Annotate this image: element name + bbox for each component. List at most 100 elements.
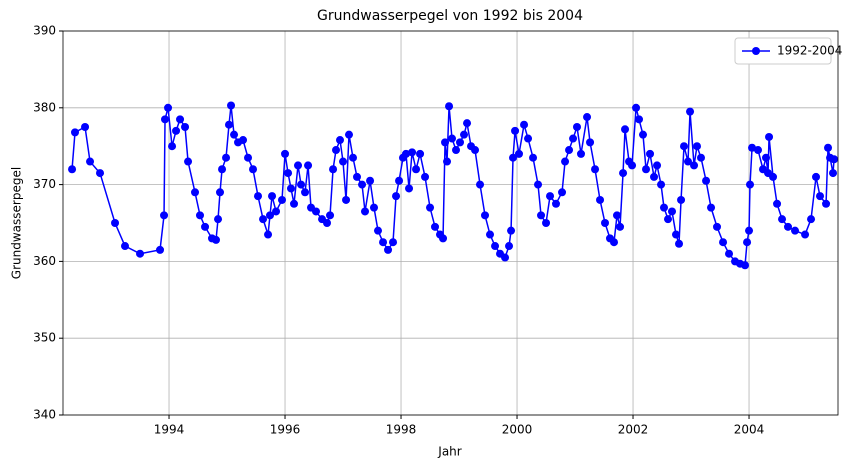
data-point xyxy=(336,136,345,145)
data-point xyxy=(642,165,651,174)
data-point xyxy=(668,207,677,216)
data-point xyxy=(659,203,668,212)
plot-frame xyxy=(62,30,839,416)
data-point xyxy=(743,238,752,247)
data-point xyxy=(326,211,335,220)
data-point xyxy=(184,157,193,166)
data-point xyxy=(621,125,630,134)
data-point xyxy=(561,157,570,166)
data-point xyxy=(268,192,277,201)
data-point xyxy=(389,238,398,247)
data-point xyxy=(286,184,295,193)
data-point xyxy=(481,211,490,220)
data-point xyxy=(745,226,754,235)
y-tick-label: 380 xyxy=(33,100,56,114)
data-point xyxy=(684,157,693,166)
data-point xyxy=(801,230,810,239)
data-point xyxy=(384,245,393,254)
data-point xyxy=(558,188,567,197)
data-point xyxy=(311,207,320,216)
y-tick-label: 360 xyxy=(33,254,56,268)
data-point xyxy=(773,199,782,208)
data-point xyxy=(812,172,821,181)
data-point xyxy=(366,176,375,185)
data-point xyxy=(632,103,641,112)
data-point xyxy=(520,120,529,129)
data-point xyxy=(408,148,417,157)
data-point xyxy=(619,169,628,178)
data-point xyxy=(264,230,273,239)
data-point xyxy=(816,192,825,201)
data-point xyxy=(596,195,605,204)
data-point xyxy=(332,146,341,155)
data-point xyxy=(156,245,165,254)
data-point xyxy=(392,192,401,201)
x-tick-label: 1994 xyxy=(154,423,185,437)
data-point xyxy=(650,172,659,181)
data-point xyxy=(339,157,348,166)
x-tick-label: 2002 xyxy=(618,423,649,437)
data-point xyxy=(426,203,435,212)
data-point xyxy=(136,249,145,258)
data-point xyxy=(412,165,421,174)
data-point xyxy=(297,180,306,189)
data-point xyxy=(161,115,170,124)
data-point xyxy=(96,169,105,178)
data-point xyxy=(452,146,461,155)
data-point xyxy=(697,153,706,162)
data-point xyxy=(830,155,839,164)
data-point xyxy=(68,165,77,174)
data-point xyxy=(657,180,666,189)
legend-label: 1992-2004 xyxy=(777,44,842,58)
data-point xyxy=(222,153,231,162)
data-point xyxy=(690,161,699,170)
data-point xyxy=(168,142,177,151)
data-point xyxy=(601,219,610,227)
data-point xyxy=(713,222,722,231)
data-point xyxy=(361,207,370,216)
data-point xyxy=(227,101,236,110)
data-point xyxy=(505,242,514,251)
data-point xyxy=(746,180,755,189)
data-point xyxy=(514,149,523,158)
data-point xyxy=(176,115,185,124)
data-point xyxy=(463,119,472,128)
data-point xyxy=(224,120,233,129)
data-point xyxy=(272,207,281,216)
data-point xyxy=(485,230,494,239)
data-point xyxy=(218,165,227,174)
data-point xyxy=(216,188,225,197)
data-point xyxy=(111,219,120,227)
data-point xyxy=(591,165,600,174)
x-tick-label: 2000 xyxy=(502,423,533,437)
data-point xyxy=(511,126,520,135)
data-point xyxy=(635,115,644,124)
data-point xyxy=(583,113,592,122)
data-point xyxy=(529,153,538,162)
data-point xyxy=(675,239,684,248)
data-point xyxy=(373,226,382,235)
data-point xyxy=(191,188,200,197)
data-point xyxy=(439,234,448,243)
data-point xyxy=(769,172,778,181)
data-point xyxy=(524,134,533,143)
data-point xyxy=(181,123,190,131)
data-point xyxy=(402,149,411,158)
data-point xyxy=(323,219,332,227)
data-point xyxy=(765,132,774,141)
data-point xyxy=(329,165,338,174)
data-point xyxy=(509,153,518,162)
data-point xyxy=(281,149,290,158)
data-point xyxy=(353,172,362,181)
data-point xyxy=(443,157,452,166)
data-point xyxy=(829,169,838,178)
data-point xyxy=(476,180,485,189)
data-point xyxy=(244,153,253,162)
data-point xyxy=(349,153,358,162)
data-point xyxy=(448,134,457,143)
y-tick-label: 340 xyxy=(33,408,56,422)
data-point xyxy=(639,130,648,139)
data-point xyxy=(249,165,258,174)
data-point xyxy=(344,130,353,139)
